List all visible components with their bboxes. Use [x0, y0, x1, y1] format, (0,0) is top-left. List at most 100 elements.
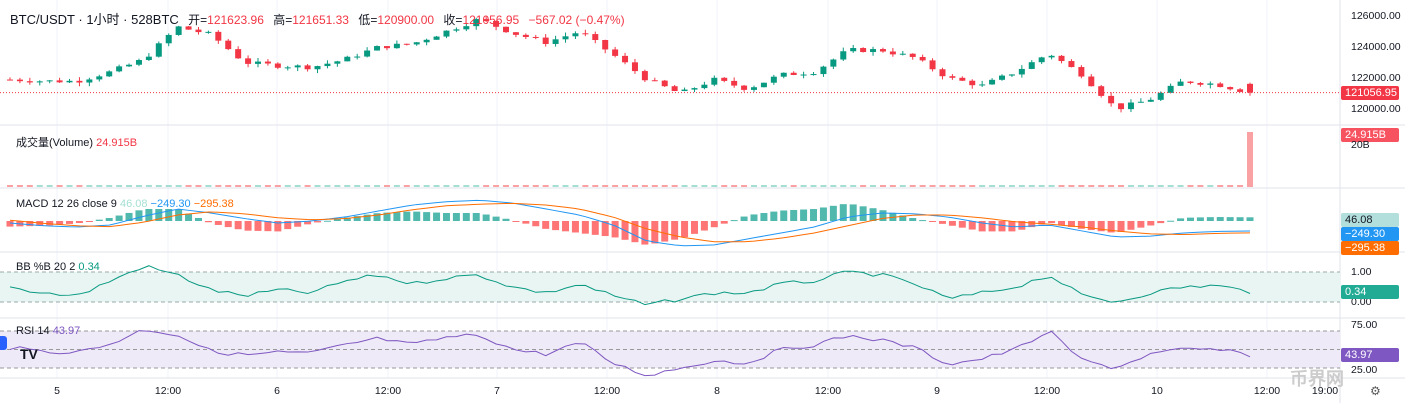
- volume-bar: [999, 185, 1005, 187]
- candle-body: [741, 85, 748, 90]
- volume-tag: 24.915B: [1341, 128, 1399, 142]
- candle-body: [1078, 67, 1085, 77]
- candle-body: [1108, 95, 1115, 104]
- volume-bar: [374, 185, 381, 187]
- macd-hist-bar: [95, 219, 103, 221]
- candle-body: [770, 76, 777, 83]
- symbol-title: BTC/USDT · 1小时 · 528BTC: [10, 12, 179, 27]
- candle-body: [76, 80, 83, 83]
- volume-bar: [751, 185, 757, 187]
- rsi-tick: 25.00: [1351, 364, 1378, 376]
- macd-hist-bar: [790, 209, 798, 221]
- close-label: 收=: [443, 13, 463, 27]
- volume-bar: [820, 185, 827, 187]
- volume-bar: [800, 185, 807, 187]
- candle-body: [879, 49, 886, 52]
- macd-hist-bar: [492, 216, 500, 221]
- candle-body: [840, 51, 847, 60]
- volume-bar: [602, 185, 609, 187]
- macd-hist-bar: [919, 220, 927, 222]
- volume-bar: [1008, 185, 1015, 187]
- macd-hist-bar: [641, 221, 649, 245]
- macd-hist-bar: [730, 220, 738, 222]
- macd-hist-bar: [522, 221, 530, 224]
- macd-hist-bar: [571, 221, 579, 233]
- volume-bar: [691, 185, 698, 187]
- candle-body: [919, 56, 926, 61]
- candle-body: [473, 19, 480, 27]
- candle-body: [661, 80, 668, 87]
- candle-body: [512, 32, 519, 35]
- macd-hist-bar: [661, 221, 669, 242]
- macd-hist-bar: [1028, 221, 1036, 228]
- candle-body: [483, 19, 490, 21]
- macd-hist-bar: [204, 221, 212, 223]
- candle-body: [1217, 83, 1224, 88]
- volume-bar: [622, 185, 629, 187]
- candle-body: [145, 56, 152, 61]
- bb-line: [9, 265, 1251, 306]
- volume-bar: [36, 185, 43, 187]
- volume-bar: [860, 185, 867, 187]
- macd-hist-bar: [462, 213, 470, 221]
- macd-hist-bar: [363, 214, 371, 221]
- candle-body: [622, 55, 629, 63]
- volume-bar: [1247, 132, 1253, 187]
- macd-hist-bar: [869, 208, 877, 221]
- signal-tag: −295.38: [1341, 241, 1399, 255]
- volume-value: 24.915B: [96, 137, 138, 149]
- macd-hist-bar: [1097, 221, 1105, 232]
- candle-body: [582, 33, 589, 35]
- macd-hist-bar: [859, 206, 867, 221]
- volume-bar: [1147, 185, 1154, 187]
- candle-body: [175, 26, 182, 35]
- candle-body: [989, 79, 996, 85]
- macd-hist-tag: 46.08: [1341, 213, 1399, 227]
- time-tick: 12:00: [1253, 385, 1281, 397]
- volume-bar: [96, 185, 103, 187]
- candle-body: [155, 43, 162, 57]
- macd-hist-bar: [105, 218, 113, 221]
- candle-body: [522, 34, 529, 37]
- candle-body: [939, 69, 946, 77]
- volume-bar: [1187, 185, 1194, 187]
- settings-gear-icon[interactable]: ⚙: [1370, 384, 1381, 398]
- candle-body: [562, 36, 569, 40]
- candle-body: [602, 40, 609, 50]
- volume-bar: [651, 185, 658, 187]
- volume-bar: [641, 185, 648, 187]
- candle-body: [870, 49, 877, 53]
- candle-body: [453, 29, 460, 31]
- candle-body: [116, 66, 123, 72]
- candle-body: [790, 72, 797, 75]
- macd-hist-bar: [442, 213, 450, 221]
- macd-hist-bar: [452, 213, 460, 221]
- volume-bar: [463, 185, 470, 187]
- macd-hist-bar: [264, 221, 272, 232]
- macd-hist-bar: [909, 218, 917, 221]
- time-tick: 10: [1151, 385, 1163, 397]
- macd-hist-bar: [1147, 221, 1155, 226]
- volume-bar: [1078, 185, 1085, 187]
- volume-bar: [483, 185, 490, 187]
- candle-body: [701, 84, 708, 89]
- candle-body: [393, 43, 400, 49]
- macd-hist-bar: [720, 221, 728, 224]
- volume-bar: [126, 185, 133, 187]
- candle-body: [721, 77, 728, 81]
- candle-body: [56, 80, 63, 83]
- bb-tag: 0.34: [1341, 285, 1399, 299]
- volume-bar: [135, 185, 142, 187]
- macd-hist-bar: [383, 212, 391, 221]
- volume-bar: [1207, 185, 1214, 187]
- macd-hist-bar: [66, 221, 74, 224]
- volume-bar: [1028, 185, 1035, 187]
- volume-tick: 20B: [1351, 139, 1370, 151]
- volume-bar: [532, 185, 539, 187]
- low-value: 120900.00: [377, 13, 435, 27]
- candle-body: [46, 80, 53, 82]
- macd-hist-bar: [1077, 221, 1085, 229]
- expand-panel-button[interactable]: [0, 336, 7, 350]
- volume-bar: [215, 185, 222, 187]
